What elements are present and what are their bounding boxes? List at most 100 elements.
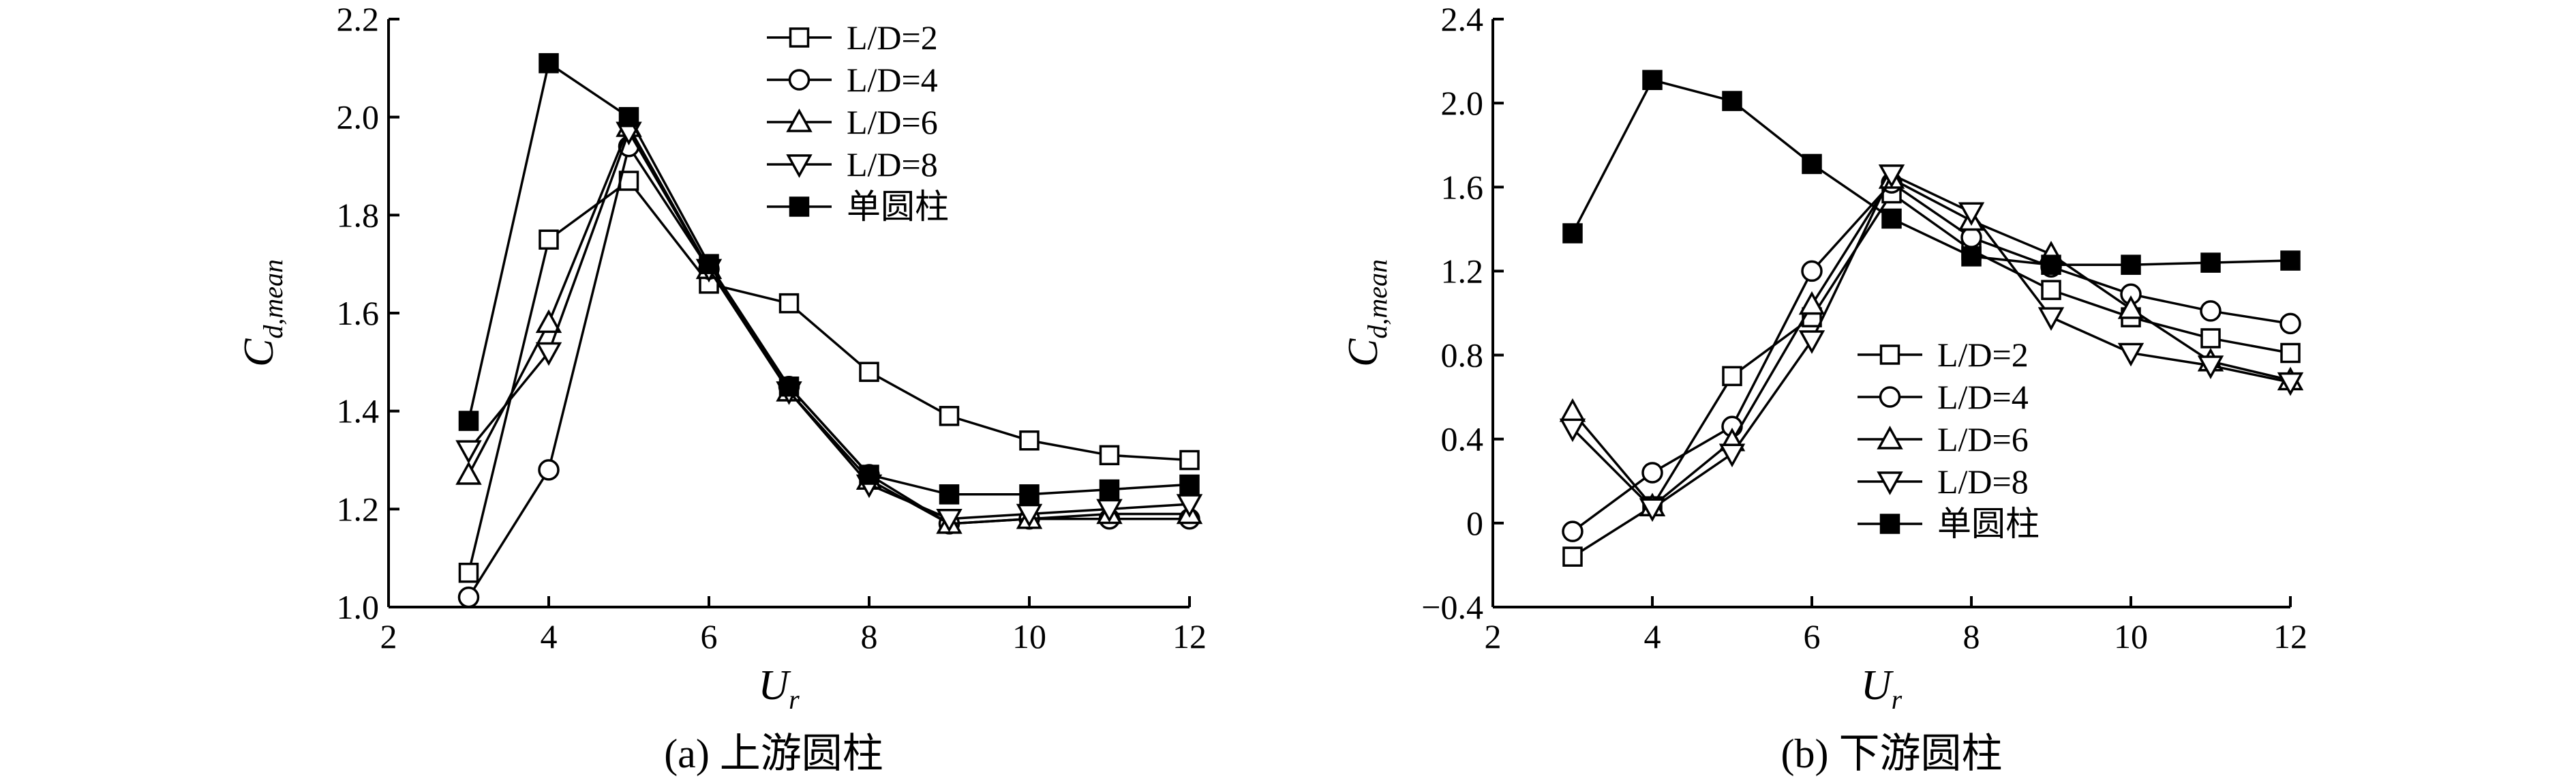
data-point	[1019, 430, 1040, 451]
series-2	[455, 113, 1203, 534]
legend-label: 单圆柱	[1937, 505, 2040, 543]
series-line	[467, 61, 1190, 496]
data-point	[778, 293, 800, 314]
data-point	[618, 106, 639, 128]
legend-marker	[789, 196, 810, 217]
series-line	[468, 143, 1189, 598]
data-point	[2200, 328, 2221, 349]
data-point	[2117, 295, 2145, 319]
x-tick-label: 6	[1804, 617, 1821, 655]
legend-marker	[1879, 344, 1900, 365]
legend-label: L/D=4	[1937, 378, 2029, 416]
data-point	[1176, 494, 1203, 518]
legend-label: L/D=2	[847, 18, 938, 57]
legend-item: L/D=8	[767, 145, 938, 183]
legend-item: L/D=2	[767, 18, 938, 57]
data-point	[539, 229, 559, 250]
data-point	[1642, 70, 1663, 91]
series-0	[1562, 183, 2301, 567]
data-point	[1641, 462, 1663, 484]
data-point	[1798, 330, 1825, 354]
legend-marker	[1879, 514, 1900, 534]
series-line	[1571, 173, 2291, 510]
data-point	[458, 411, 479, 431]
data-point	[455, 461, 482, 485]
data-point	[2277, 372, 2304, 396]
y-tick-label: 1.6	[337, 294, 380, 332]
data-point	[1722, 366, 1742, 387]
panel-caption: (a) 上游圆柱	[664, 731, 883, 776]
legend-item: L/D=8	[1858, 462, 2029, 501]
y-tick-label: 0	[1466, 504, 1483, 542]
y-tick-label: 2.0	[1441, 84, 1484, 122]
data-point	[1559, 398, 1586, 422]
data-point	[859, 362, 879, 382]
data-point	[1099, 479, 1120, 500]
x-tick-label: 4	[541, 617, 558, 655]
data-point	[1722, 91, 1742, 111]
data-point	[2117, 342, 2145, 367]
data-point	[455, 440, 482, 464]
series-line	[1571, 78, 2291, 266]
y-tick-label: 0.4	[1441, 420, 1484, 458]
y-axis-label-sub: d,mean	[258, 259, 288, 339]
data-point	[859, 465, 879, 485]
legend-item: L/D=6	[1858, 420, 2029, 458]
series-1	[1562, 172, 2301, 542]
series-3	[1559, 164, 2304, 522]
data-point	[2280, 342, 2301, 364]
data-point	[458, 562, 479, 583]
data-point	[535, 342, 562, 366]
legend-marker	[788, 69, 810, 91]
y-tick-label: 1.0	[337, 588, 380, 626]
y-tick-label: 1.8	[337, 196, 380, 234]
data-point	[1179, 474, 1200, 495]
data-point	[1798, 291, 1825, 315]
data-point	[1639, 498, 1666, 522]
data-point	[936, 508, 963, 533]
x-tick-label: 2	[1485, 617, 1502, 655]
series-2	[1559, 165, 2304, 516]
data-point	[1099, 445, 1120, 466]
panel-caption: (b) 下游圆柱	[1781, 731, 2003, 776]
x-tick-label: 10	[2114, 617, 2148, 655]
legend-label: L/D=8	[1937, 462, 2029, 501]
legend-marker	[786, 154, 813, 178]
data-point	[1562, 223, 1583, 244]
legend-item: L/D=6	[767, 103, 938, 141]
y-tick-label: 2.0	[337, 98, 380, 136]
data-point	[2041, 280, 2061, 300]
data-point	[1718, 443, 1746, 468]
legend-marker	[1877, 426, 1903, 450]
data-point	[538, 459, 560, 481]
y-tick-label: 1.4	[337, 392, 380, 430]
series-4	[1562, 70, 2301, 275]
series-0	[458, 171, 1200, 583]
data-point	[2197, 355, 2224, 379]
y-tick-label: 2.4	[1441, 0, 1484, 38]
legend-marker	[1879, 386, 1901, 408]
y-tick-label: −0.4	[1421, 588, 1483, 626]
x-axis-label: Ur	[1861, 662, 1903, 715]
data-point	[1559, 418, 1586, 443]
data-point	[2200, 300, 2222, 322]
data-point	[1179, 450, 1200, 471]
data-point	[1958, 202, 1985, 226]
data-point	[2041, 254, 2061, 275]
data-point	[457, 586, 480, 608]
legend-label: L/D=4	[847, 61, 938, 99]
series-line	[467, 124, 1189, 525]
x-tick-label: 6	[701, 617, 718, 655]
x-tick-label: 8	[861, 617, 878, 655]
data-point	[939, 484, 960, 505]
data-point	[2279, 312, 2301, 335]
data-point	[778, 377, 800, 397]
legend-label: 单圆柱	[847, 188, 949, 226]
series-line	[1571, 181, 2291, 533]
series-4	[458, 53, 1200, 505]
legend-label: L/D=6	[1937, 420, 2029, 458]
data-point	[539, 53, 559, 74]
series-3	[455, 121, 1203, 533]
legend-label: L/D=2	[1937, 336, 2029, 374]
